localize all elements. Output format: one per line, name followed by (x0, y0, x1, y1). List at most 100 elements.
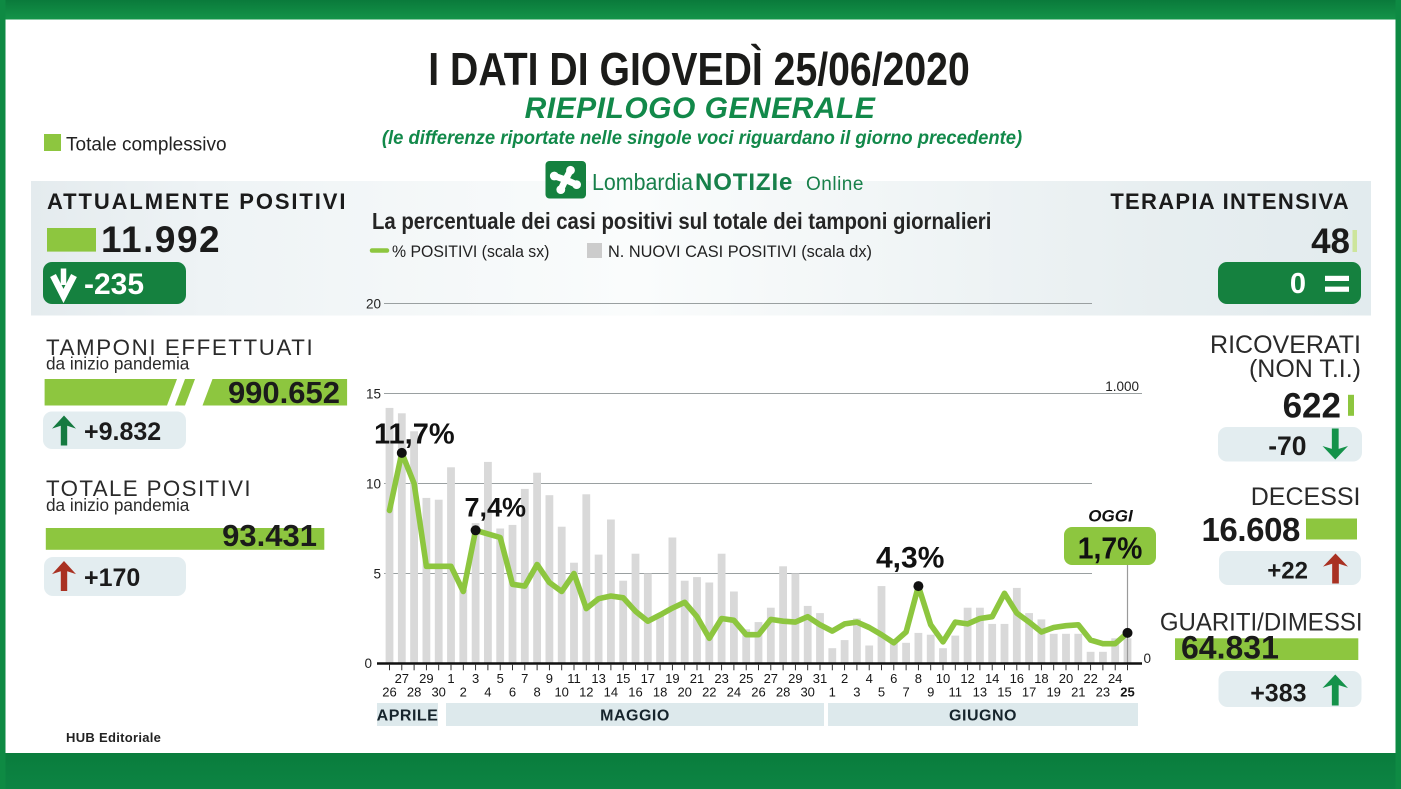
svg-text:4: 4 (866, 671, 873, 686)
svg-text:+383: +383 (1250, 680, 1306, 708)
svg-text:+22: +22 (1267, 558, 1308, 585)
svg-text:+170: +170 (84, 564, 140, 592)
svg-text:22: 22 (702, 685, 716, 700)
svg-text:20: 20 (1059, 671, 1073, 686)
svg-text:1,7%: 1,7% (1078, 532, 1143, 566)
svg-text:2: 2 (460, 685, 467, 700)
svg-text:8: 8 (533, 685, 540, 700)
svg-text:15: 15 (997, 685, 1011, 700)
svg-text:31: 31 (813, 671, 827, 686)
svg-text:24: 24 (727, 685, 741, 700)
svg-text:MAGGIO: MAGGIO (600, 708, 670, 725)
svg-text:20: 20 (366, 296, 381, 311)
svg-text:13: 13 (973, 685, 987, 700)
svg-text:9: 9 (927, 685, 934, 700)
svg-text:15: 15 (616, 671, 630, 686)
svg-text:14: 14 (985, 671, 999, 686)
svg-text:30: 30 (431, 685, 445, 700)
svg-text:27: 27 (395, 671, 409, 686)
svg-text:RIEPILOGO GENERALE: RIEPILOGO GENERALE (525, 92, 876, 125)
svg-text:990.652: 990.652 (228, 375, 340, 410)
svg-text:12: 12 (579, 685, 593, 700)
svg-text:7,4%: 7,4% (465, 493, 527, 523)
svg-text:18: 18 (653, 685, 667, 700)
svg-text:10: 10 (366, 476, 381, 491)
svg-text:% POSITIVI (scala sx): % POSITIVI (scala sx) (392, 243, 549, 261)
svg-text:9: 9 (546, 671, 553, 686)
svg-text:1: 1 (447, 671, 454, 686)
svg-text:4: 4 (484, 685, 491, 700)
svg-text:11: 11 (949, 685, 963, 700)
svg-text:3: 3 (472, 671, 479, 686)
svg-text:12: 12 (960, 671, 974, 686)
svg-text:10: 10 (936, 671, 950, 686)
svg-text:19: 19 (1046, 685, 1060, 700)
svg-text:La percentuale dei casi positi: La percentuale dei casi positivi sul tot… (372, 208, 991, 235)
svg-text:TERAPIA INTENSIVA: TERAPIA INTENSIVA (1110, 189, 1350, 214)
svg-text:11.992: 11.992 (101, 219, 221, 260)
svg-text:27: 27 (764, 671, 778, 686)
svg-text:4,3%: 4,3% (876, 542, 944, 575)
svg-text:622: 622 (1283, 387, 1341, 426)
svg-text:(NON T.I.): (NON T.I.) (1249, 355, 1361, 383)
svg-text:ATTUALMENTE POSITIVI: ATTUALMENTE POSITIVI (47, 189, 347, 214)
svg-text:22: 22 (1083, 671, 1097, 686)
svg-text:5: 5 (497, 671, 504, 686)
svg-text:28: 28 (407, 685, 421, 700)
svg-text:0: 0 (364, 656, 372, 671)
svg-text:17: 17 (641, 671, 655, 686)
svg-text:11,7%: 11,7% (374, 419, 455, 451)
svg-text:16: 16 (628, 685, 642, 700)
svg-text:26: 26 (751, 685, 765, 700)
svg-text:26: 26 (382, 685, 396, 700)
svg-text:11: 11 (567, 671, 581, 686)
svg-text:24: 24 (1108, 671, 1122, 686)
svg-text:7: 7 (902, 685, 909, 700)
svg-text:Online: Online (806, 174, 864, 195)
svg-text:RICOVERATI: RICOVERATI (1210, 331, 1361, 359)
svg-text:8: 8 (915, 671, 922, 686)
svg-text:64.831: 64.831 (1181, 630, 1279, 666)
svg-text:48: 48 (1311, 222, 1350, 261)
svg-text:29: 29 (419, 671, 433, 686)
svg-text:19: 19 (665, 671, 679, 686)
svg-text:23: 23 (1096, 685, 1110, 700)
svg-text:25: 25 (739, 671, 753, 686)
svg-text:(le differenze riportate nelle: (le differenze riportate nelle singole v… (382, 127, 1022, 148)
svg-text:7: 7 (521, 671, 528, 686)
svg-text:21: 21 (1071, 685, 1085, 700)
svg-text:3: 3 (853, 685, 860, 700)
svg-text:da inizio pandemia: da inizio pandemia (46, 495, 190, 515)
svg-text:25: 25 (1120, 685, 1134, 700)
svg-text:TAMPONI EFFETTUATI: TAMPONI EFFETTUATI (46, 335, 314, 360)
svg-text:NOTIZIe: NOTIZIe (695, 169, 793, 196)
svg-text:17: 17 (1022, 685, 1036, 700)
svg-text:5: 5 (878, 685, 885, 700)
svg-text:28: 28 (776, 685, 790, 700)
svg-text:HUB Editoriale: HUB Editoriale (66, 730, 161, 745)
svg-text:10: 10 (554, 685, 568, 700)
svg-text:18: 18 (1034, 671, 1048, 686)
svg-text:N. NUOVI CASI POSITIVI (scala: N. NUOVI CASI POSITIVI (scala dx) (608, 243, 872, 261)
svg-text:DECESSI: DECESSI (1251, 483, 1361, 511)
svg-text:+9.832: +9.832 (84, 418, 161, 446)
svg-text:TOTALE POSITIVI: TOTALE POSITIVI (46, 476, 252, 501)
svg-text:2: 2 (841, 671, 848, 686)
svg-text:16: 16 (1010, 671, 1024, 686)
svg-text:1.000: 1.000 (1105, 379, 1139, 394)
svg-text:-70: -70 (1268, 431, 1306, 461)
svg-text:1: 1 (829, 685, 836, 700)
svg-text:GIUGNO: GIUGNO (949, 708, 1017, 725)
svg-text:23: 23 (714, 671, 728, 686)
svg-text:OGGI: OGGI (1088, 507, 1134, 526)
svg-text:5: 5 (373, 566, 381, 581)
svg-text:93.431: 93.431 (222, 518, 317, 553)
svg-text:APRILE: APRILE (377, 708, 439, 725)
svg-text:GUARITI/DIMESSI: GUARITI/DIMESSI (1160, 609, 1363, 637)
svg-text:21: 21 (690, 671, 704, 686)
svg-text:6: 6 (890, 671, 897, 686)
svg-text:16.608: 16.608 (1201, 511, 1300, 548)
svg-text:Lombardia: Lombardia (592, 169, 694, 195)
svg-text:da inizio pandemia: da inizio pandemia (46, 354, 190, 374)
svg-text:0: 0 (1290, 268, 1306, 300)
